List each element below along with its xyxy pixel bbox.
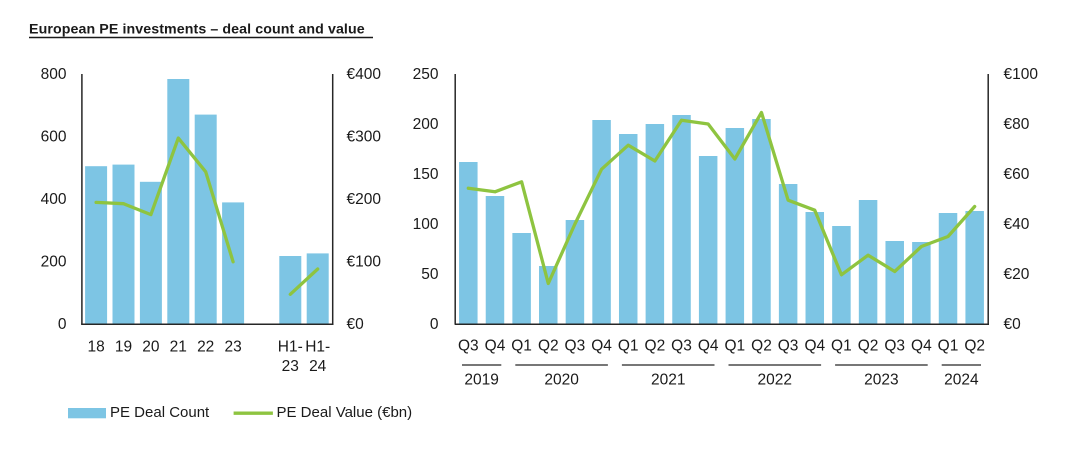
svg-text:European PE investments – deal: European PE investments – deal count and… [29, 22, 365, 38]
svg-text:Q3: Q3 [565, 338, 586, 355]
svg-text:PE Deal Value (€bn): PE Deal Value (€bn) [277, 404, 413, 421]
svg-text:€80: €80 [1004, 116, 1030, 133]
svg-text:Q2: Q2 [645, 338, 666, 355]
svg-text:Q3: Q3 [458, 338, 479, 355]
svg-text:Q4: Q4 [485, 338, 506, 355]
svg-text:2022: 2022 [758, 372, 792, 389]
svg-text:Q2: Q2 [538, 338, 559, 355]
svg-text:2023: 2023 [864, 372, 898, 389]
svg-text:Q4: Q4 [911, 338, 932, 355]
svg-text:Q2: Q2 [964, 338, 985, 355]
svg-text:2019: 2019 [464, 372, 498, 389]
svg-text:250: 250 [413, 66, 439, 83]
svg-text:200: 200 [413, 116, 439, 133]
svg-text:€60: €60 [1004, 166, 1030, 183]
svg-text:18: 18 [87, 339, 104, 356]
svg-text:€0: €0 [347, 316, 365, 333]
svg-text:Q1: Q1 [724, 338, 745, 355]
svg-text:21: 21 [170, 339, 187, 356]
svg-text:H1-: H1- [305, 339, 330, 356]
svg-text:Q1: Q1 [831, 338, 852, 355]
svg-text:100: 100 [413, 216, 439, 233]
svg-text:2021: 2021 [651, 372, 685, 389]
svg-text:19: 19 [115, 339, 132, 356]
svg-text:600: 600 [41, 129, 67, 146]
svg-text:Q1: Q1 [938, 338, 959, 355]
svg-text:Q3: Q3 [884, 338, 905, 355]
svg-text:Q1: Q1 [618, 338, 639, 355]
svg-text:Q4: Q4 [804, 338, 825, 355]
svg-text:€100: €100 [347, 254, 382, 271]
svg-text:800: 800 [41, 66, 67, 83]
svg-text:22: 22 [197, 339, 214, 356]
svg-text:PE Deal Count: PE Deal Count [110, 404, 210, 421]
svg-text:2020: 2020 [544, 372, 579, 389]
svg-text:20: 20 [142, 339, 160, 356]
svg-text:Q4: Q4 [698, 338, 719, 355]
svg-text:24: 24 [309, 358, 327, 375]
svg-text:400: 400 [41, 191, 67, 208]
svg-text:Q2: Q2 [858, 338, 879, 355]
svg-text:€200: €200 [347, 191, 382, 208]
svg-text:Q2: Q2 [751, 338, 772, 355]
svg-text:€300: €300 [347, 129, 382, 146]
svg-text:50: 50 [421, 266, 439, 283]
svg-text:€0: €0 [1004, 316, 1022, 333]
svg-text:H1-: H1- [278, 339, 303, 356]
svg-text:2024: 2024 [944, 372, 979, 389]
svg-text:€400: €400 [347, 66, 382, 83]
svg-text:150: 150 [413, 166, 439, 183]
svg-text:Q3: Q3 [671, 338, 692, 355]
svg-text:€100: €100 [1004, 66, 1039, 83]
svg-text:Q4: Q4 [591, 338, 612, 355]
svg-text:0: 0 [430, 316, 439, 333]
svg-text:23: 23 [224, 339, 241, 356]
svg-text:€20: €20 [1004, 266, 1030, 283]
svg-text:0: 0 [58, 316, 67, 333]
svg-text:Q3: Q3 [778, 338, 799, 355]
svg-text:€40: €40 [1004, 216, 1030, 233]
svg-text:23: 23 [282, 358, 299, 375]
svg-text:200: 200 [41, 254, 67, 271]
svg-text:Q1: Q1 [511, 338, 532, 355]
